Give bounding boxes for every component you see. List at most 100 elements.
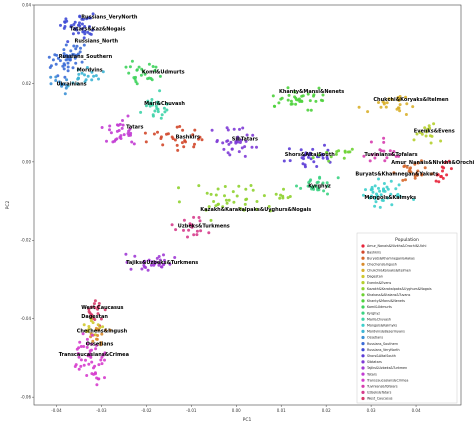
legend-box [356,232,458,404]
data-point [76,352,80,355]
data-point [373,197,377,201]
data-point [95,337,98,341]
data-point [97,377,101,381]
data-point [47,55,51,59]
data-point [161,143,165,147]
data-point [141,70,145,74]
data-point [311,147,315,151]
legend-marker [361,305,365,309]
data-point [65,78,69,82]
data-point [115,137,119,141]
data-point [55,53,59,57]
data-point [71,66,75,70]
data-point [85,17,89,21]
legend-marker [361,311,365,315]
data-point [404,178,407,182]
data-point [390,97,394,101]
legend-title: Population [395,237,419,243]
legend-entry-label: Tajiks&Uzbeks&Turkmen [366,366,407,370]
population-label: Buryats&Khamnegan&Yakuts [355,172,438,178]
data-point [68,56,72,60]
data-point [182,218,186,222]
data-point [277,101,281,105]
data-point [315,165,319,168]
data-point [286,98,290,102]
data-point [103,376,106,380]
data-point [374,200,378,204]
data-point [73,365,77,368]
data-point [71,81,75,85]
data-point [385,101,389,105]
data-point [120,126,124,130]
data-point [146,77,150,81]
data-point [326,148,330,152]
data-point [326,157,329,161]
data-point [441,176,445,180]
legend-marker [361,256,365,260]
data-point [76,82,80,86]
data-point [80,71,84,75]
data-point [159,135,163,139]
data-point [180,141,184,145]
data-point [159,116,163,120]
data-point [64,86,68,90]
legend-marker [361,244,365,248]
data-point [153,109,157,113]
data-point [397,154,401,158]
population-label: Tatars&Kaz&Nogais [70,27,126,33]
data-point [249,184,253,187]
data-point [77,355,81,359]
data-point [377,177,380,181]
data-point [51,58,55,62]
data-point [177,200,181,204]
data-point [97,328,101,332]
data-point [236,135,240,139]
data-point [158,89,162,93]
data-point [184,140,187,144]
data-point [250,145,254,149]
data-point [91,316,95,320]
data-point [413,176,417,180]
data-point [379,193,383,197]
data-point [423,126,427,130]
data-point [430,134,434,138]
data-point [195,229,199,233]
data-point [154,104,158,108]
data-point [63,25,67,28]
data-point [212,200,216,203]
data-point [75,44,79,48]
data-point [207,231,211,235]
data-point [111,140,115,144]
legend-marker [361,348,365,352]
data-point [119,137,123,140]
data-point [267,205,271,208]
data-point [373,184,377,188]
data-point [239,138,243,142]
data-point [82,363,86,367]
data-point [394,187,398,191]
legend-entry-label: Komi&Udmurts [367,305,392,309]
data-point [80,22,84,26]
data-point [382,149,386,153]
data-point [287,93,291,97]
x-tick-label: -0.03 [96,408,107,413]
population-label: Russians_North [75,38,119,44]
data-point [144,140,148,144]
data-point [199,229,203,233]
data-point [163,258,166,262]
legend-marker [361,281,365,285]
data-point [308,99,312,103]
data-point [368,196,372,200]
legend-marker [361,287,365,291]
data-point [413,162,417,166]
data-point [62,55,66,58]
data-point [96,323,100,327]
data-point [62,67,66,71]
data-point [143,72,147,76]
data-point [398,194,402,198]
data-point [299,186,303,190]
legend-marker [361,390,365,394]
population-label: Russians_Southern [59,54,113,60]
population-label: Chukchi&Koryaks&Itelmen [373,97,449,103]
data-point [398,109,402,113]
